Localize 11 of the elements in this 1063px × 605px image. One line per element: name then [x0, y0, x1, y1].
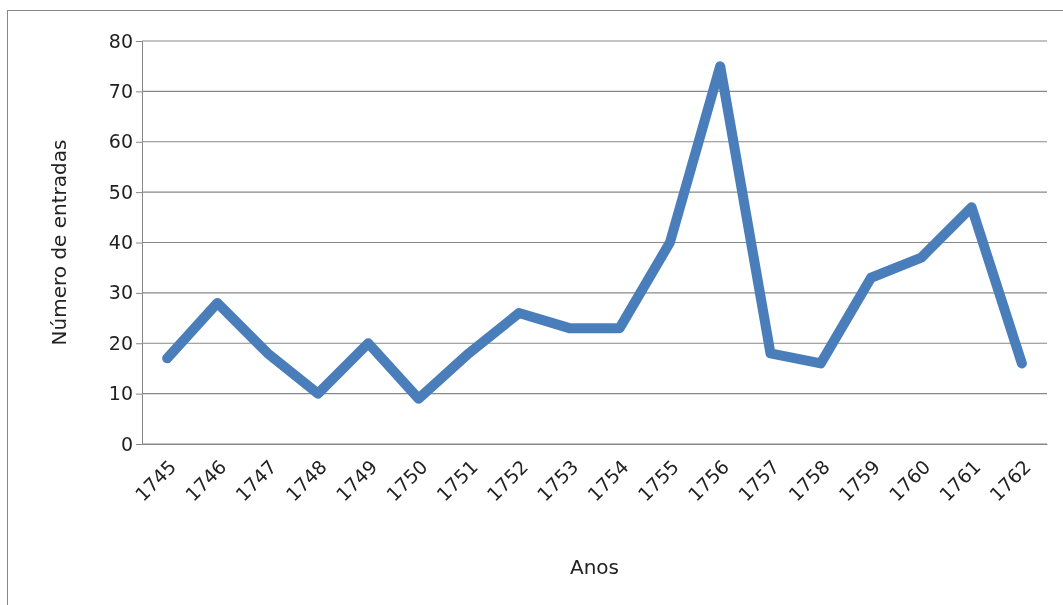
y-tick-label: 70	[108, 79, 133, 102]
y-tick-label: 0	[120, 432, 133, 455]
y-tick-label: 20	[108, 331, 133, 354]
y-tick-label: 50	[108, 180, 133, 203]
x-axis-title: Anos	[569, 555, 620, 579]
y-tick-label: 60	[108, 130, 133, 153]
y-tick-label: 40	[108, 231, 133, 254]
y-axis-title: Número de entradas	[47, 139, 71, 346]
y-tick-label: 80	[108, 29, 133, 52]
y-tick-label: 30	[108, 281, 133, 304]
y-tick-label: 10	[108, 382, 133, 405]
